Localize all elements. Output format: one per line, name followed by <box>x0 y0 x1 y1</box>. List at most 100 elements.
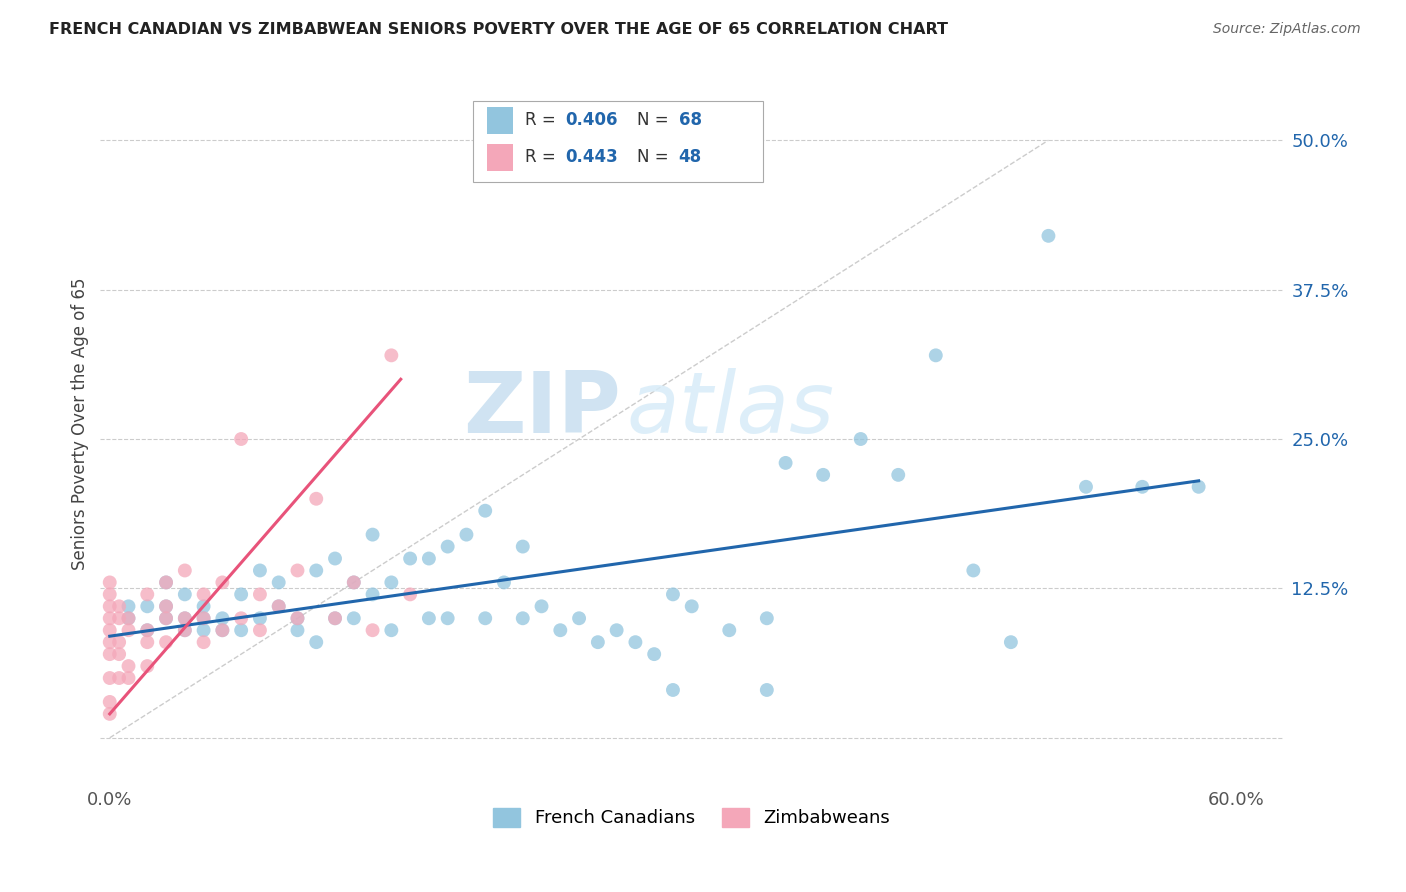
French Canadians <box>323 611 346 625</box>
Zimbabweans <box>305 491 328 506</box>
Text: R =: R = <box>524 148 561 167</box>
French Canadians <box>117 611 139 625</box>
Zimbabweans <box>193 587 215 601</box>
French Canadians <box>550 624 572 638</box>
French Canadians <box>361 527 384 541</box>
Zimbabweans <box>108 599 131 614</box>
French Canadians <box>287 624 309 638</box>
French Canadians <box>211 611 233 625</box>
French Canadians <box>718 624 741 638</box>
French Canadians <box>474 611 496 625</box>
French Canadians <box>173 611 195 625</box>
FancyBboxPatch shape <box>486 144 513 171</box>
French Canadians <box>267 599 290 614</box>
French Canadians <box>287 611 309 625</box>
Zimbabweans <box>193 611 215 625</box>
Text: N =: N = <box>637 112 675 129</box>
Zimbabweans <box>173 611 195 625</box>
French Canadians <box>624 635 647 649</box>
French Canadians <box>305 635 328 649</box>
Zimbabweans <box>155 611 177 625</box>
French Canadians <box>173 587 195 601</box>
French Canadians <box>305 564 328 578</box>
Zimbabweans <box>287 611 309 625</box>
Zimbabweans <box>155 575 177 590</box>
Y-axis label: Seniors Poverty Over the Age of 65: Seniors Poverty Over the Age of 65 <box>72 277 89 570</box>
FancyBboxPatch shape <box>486 107 513 134</box>
French Canadians <box>193 624 215 638</box>
FancyBboxPatch shape <box>472 101 762 182</box>
Zimbabweans <box>117 671 139 685</box>
French Canadians <box>155 575 177 590</box>
Zimbabweans <box>287 564 309 578</box>
French Canadians <box>1000 635 1022 649</box>
Zimbabweans <box>108 647 131 661</box>
Text: N =: N = <box>637 148 675 167</box>
French Canadians <box>173 624 195 638</box>
Zimbabweans <box>267 599 290 614</box>
Zimbabweans <box>136 635 159 649</box>
Zimbabweans <box>98 671 121 685</box>
Zimbabweans <box>136 624 159 638</box>
Zimbabweans <box>136 659 159 673</box>
French Canadians <box>530 599 553 614</box>
French Canadians <box>249 564 271 578</box>
Zimbabweans <box>343 575 366 590</box>
French Canadians <box>436 540 458 554</box>
Zimbabweans <box>361 624 384 638</box>
French Canadians <box>193 599 215 614</box>
French Canadians <box>887 467 910 482</box>
Zimbabweans <box>211 624 233 638</box>
French Canadians <box>662 683 685 698</box>
French Canadians <box>474 504 496 518</box>
Text: atlas: atlas <box>627 368 835 451</box>
Zimbabweans <box>108 611 131 625</box>
Zimbabweans <box>98 599 121 614</box>
French Canadians <box>231 624 253 638</box>
Zimbabweans <box>136 587 159 601</box>
Zimbabweans <box>155 599 177 614</box>
Text: ZIP: ZIP <box>463 368 621 451</box>
French Canadians <box>267 575 290 590</box>
French Canadians <box>456 527 478 541</box>
Legend: French Canadians, Zimbabweans: French Canadians, Zimbabweans <box>486 801 897 835</box>
Zimbabweans <box>231 611 253 625</box>
French Canadians <box>155 611 177 625</box>
Zimbabweans <box>108 671 131 685</box>
Text: 0.406: 0.406 <box>565 112 617 129</box>
French Canadians <box>512 611 534 625</box>
French Canadians <box>1188 480 1211 494</box>
French Canadians <box>231 587 253 601</box>
Zimbabweans <box>98 695 121 709</box>
Zimbabweans <box>155 635 177 649</box>
French Canadians <box>136 624 159 638</box>
French Canadians <box>193 611 215 625</box>
French Canadians <box>418 611 440 625</box>
French Canadians <box>775 456 797 470</box>
Zimbabweans <box>193 635 215 649</box>
Zimbabweans <box>98 611 121 625</box>
French Canadians <box>343 611 366 625</box>
French Canadians <box>380 575 402 590</box>
French Canadians <box>323 551 346 566</box>
Zimbabweans <box>231 432 253 446</box>
French Canadians <box>436 611 458 625</box>
French Canadians <box>662 587 685 601</box>
French Canadians <box>925 348 948 362</box>
Zimbabweans <box>399 587 422 601</box>
Zimbabweans <box>108 635 131 649</box>
French Canadians <box>1130 480 1153 494</box>
Text: 0.443: 0.443 <box>565 148 617 167</box>
Zimbabweans <box>380 348 402 362</box>
Text: FRENCH CANADIAN VS ZIMBABWEAN SENIORS POVERTY OVER THE AGE OF 65 CORRELATION CHA: FRENCH CANADIAN VS ZIMBABWEAN SENIORS PO… <box>49 22 948 37</box>
French Canadians <box>568 611 591 625</box>
French Canadians <box>211 624 233 638</box>
Zimbabweans <box>249 587 271 601</box>
French Canadians <box>136 599 159 614</box>
Zimbabweans <box>173 564 195 578</box>
French Canadians <box>606 624 628 638</box>
Zimbabweans <box>323 611 346 625</box>
French Canadians <box>117 599 139 614</box>
French Canadians <box>380 624 402 638</box>
French Canadians <box>1074 480 1097 494</box>
